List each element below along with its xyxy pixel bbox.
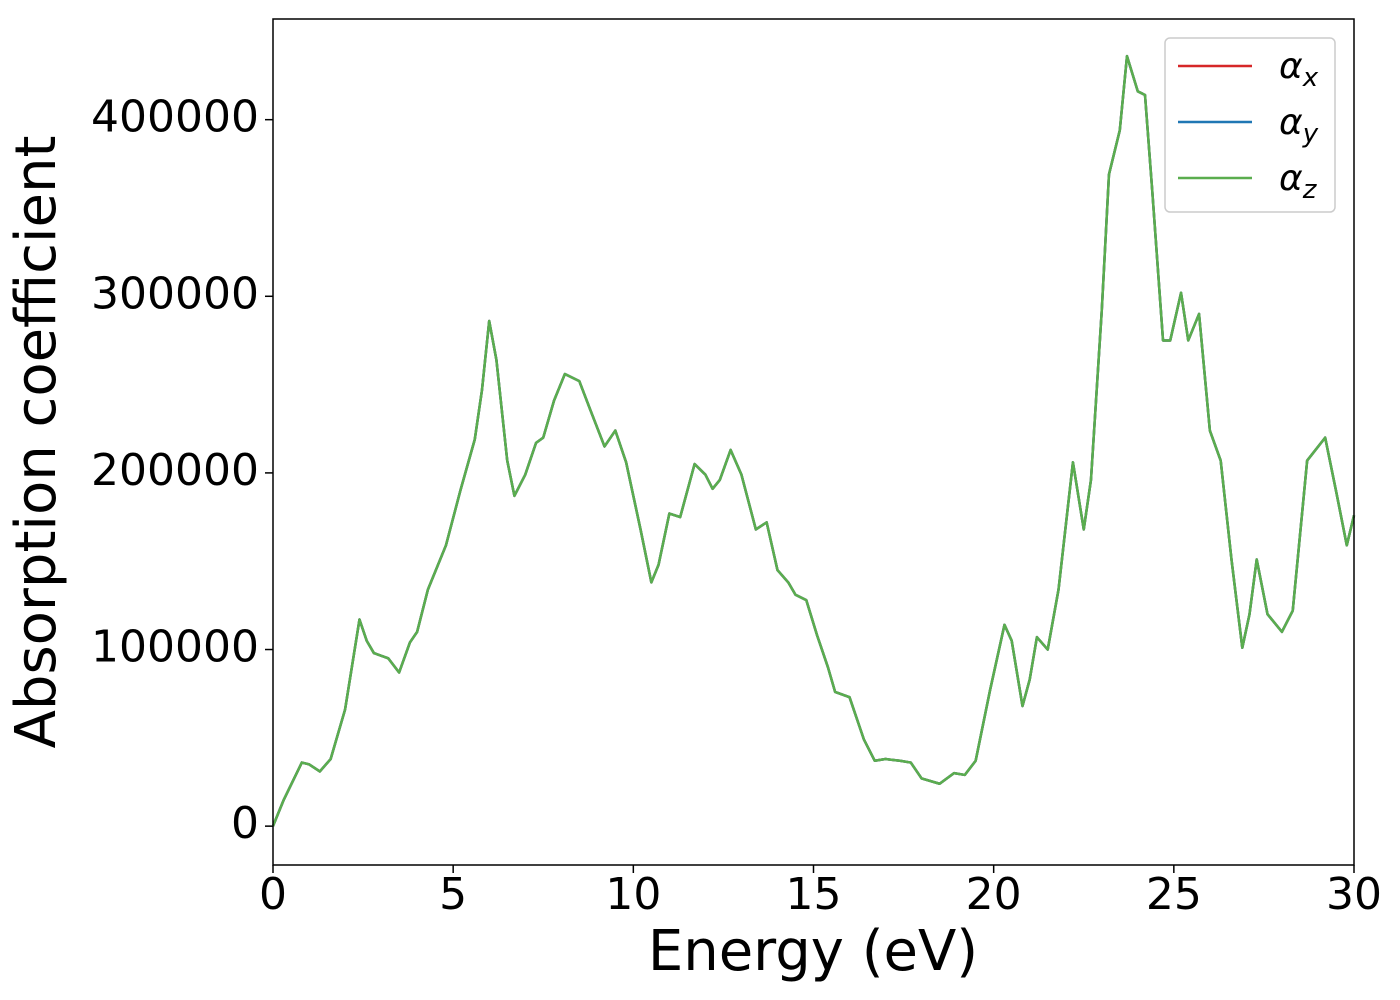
legend-label: αx — [1279, 46, 1319, 93]
x-tick-label: 20 — [966, 869, 1022, 920]
y-axis-label: Absorption coefficient — [4, 136, 69, 749]
y-tick-label: 100000 — [91, 622, 259, 673]
x-tick-label: 15 — [786, 869, 842, 920]
series-line — [271, 54, 1356, 827]
x-tick-label: 10 — [605, 869, 661, 920]
y-tick-label: 400000 — [91, 92, 259, 143]
legend-label: αy — [1279, 102, 1319, 149]
legend-box — [1164, 37, 1336, 213]
plot-frame — [272, 18, 1355, 866]
x-tick-label: 0 — [259, 869, 287, 920]
y-tick-label: 200000 — [91, 445, 259, 496]
y-tick-label: 0 — [231, 798, 259, 849]
x-axis-label: Energy (eV) — [648, 919, 978, 984]
x-tick-label: 30 — [1326, 869, 1382, 920]
x-tick-label: 5 — [439, 869, 467, 920]
y-tick-label: 300000 — [91, 268, 259, 319]
x-tick-label: 25 — [1146, 869, 1202, 920]
legend-label: αz — [1279, 158, 1318, 205]
